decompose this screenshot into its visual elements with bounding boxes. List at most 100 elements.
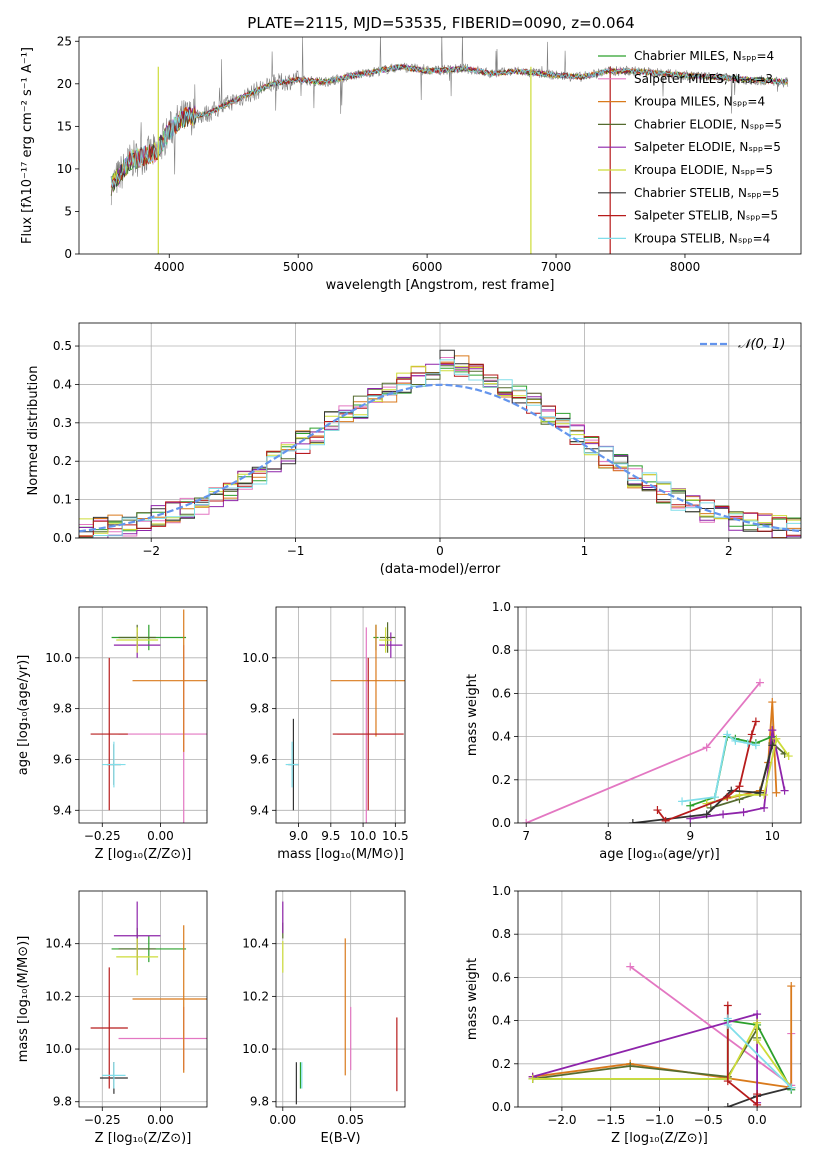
panel-5: 7 8 9 10 0.0 0.2 0.4 0.6 0.8 1.0 age [log₁₀(age/yr… (465, 600, 802, 862)
weight-marker (710, 793, 719, 802)
y-tick-label: 0.2 (492, 773, 511, 787)
legend-label: Chabrier ELODIE, Nₛₚₚ=5 (634, 117, 782, 131)
y-tick-label: 9.8 (250, 702, 269, 716)
x-tick-label: 0.00 (269, 1113, 296, 1127)
y-tick-label: 0.6 (492, 970, 511, 984)
weight-marker (751, 717, 760, 726)
errorbar-kroupa_miles (132, 609, 207, 752)
weight-series-salpeter_stelib (723, 1001, 762, 1107)
weight-marker (768, 741, 777, 750)
axes-frame (78, 606, 208, 824)
y-tick-label: 0.4 (492, 1014, 511, 1028)
weight-line (727, 1086, 792, 1107)
weight-marker (753, 1100, 762, 1107)
x-tick-label: −1.5 (596, 1113, 625, 1127)
axes-frame (78, 322, 802, 539)
weight-series-kroupa_elodie (528, 1018, 796, 1092)
y-axis-label: age [log₁₀(age/yr)] (16, 655, 31, 776)
x-tick-label: 5000 (283, 260, 314, 274)
errorbar-salpeter_stelib (90, 657, 128, 811)
weight-marker (653, 806, 662, 815)
weight-line (525, 682, 761, 823)
legend-label: Chabrier STELIB, Nₛₚₚ=5 (634, 186, 779, 200)
y-tick-label: 9.8 (53, 702, 72, 716)
plot-area (79, 891, 207, 1107)
weight-marker (753, 1036, 762, 1045)
y-tick-label: 10.0 (45, 651, 72, 665)
y-tick-label: 0.0 (492, 816, 511, 830)
y-tick-label: 10.4 (242, 937, 269, 951)
y-tick-label: 9.4 (53, 803, 72, 817)
y-tick-label: 20 (57, 77, 72, 91)
weight-line (532, 1022, 792, 1089)
y-tick-label: 0.6 (492, 686, 511, 700)
errorbar-salpeter_elodie (379, 632, 403, 658)
panel-1: 4000 5000 6000 7000 8000 0 5 10 15 20 25 wavelength… (20, 34, 802, 293)
weight-series-salpeter_miles (626, 962, 796, 1090)
x-tick-label: 0.0 (748, 1113, 767, 1127)
y-tick-label: 0.8 (492, 927, 511, 941)
plot-area (276, 607, 405, 823)
axes-frame (78, 890, 208, 1108)
y-axis-label: Flux [fλ10⁻¹⁷ erg cm⁻² s⁻¹ A⁻¹] (20, 47, 35, 244)
errorbar-salpeter_stelib (332, 657, 404, 811)
y-tick-label: 0.1 (53, 493, 72, 507)
x-tick-label: −2 (142, 544, 160, 558)
weight-marker (723, 1020, 732, 1029)
y-tick-label: 10.0 (242, 651, 269, 665)
legend-label: Salpeter MILES, Nₛₚₚ=3 (634, 72, 773, 86)
x-axis-label: wavelength [Angstrom, rest frame] (326, 278, 555, 293)
y-axis-label: Normed distribution (26, 366, 41, 496)
y-tick-label: 0.0 (53, 531, 72, 545)
x-tick-label: −0.25 (84, 1113, 121, 1127)
weight-marker (768, 698, 777, 707)
weight-series-kroupa_stelib (723, 1014, 796, 1092)
y-tick-label: 0.2 (53, 454, 72, 468)
x-axis-label: Z [log₁₀(Z/Z⊙)] (611, 1131, 708, 1146)
weight-marker (753, 1090, 762, 1099)
weight-marker (772, 734, 781, 743)
weight-line (690, 729, 786, 820)
y-axis-label: mass [log₁₀(M/M⊙)] (16, 936, 31, 1063)
y-tick-label: 9.8 (53, 1095, 72, 1109)
weight-marker (661, 816, 670, 823)
weight-series-kroupa_stelib (678, 730, 760, 806)
plot-area (518, 607, 801, 823)
plot-area (79, 607, 207, 823)
y-tick-label: 9.6 (250, 752, 269, 766)
weight-series-salpeter_elodie (686, 726, 789, 823)
x-axis-label: age [log₁₀(age/yr)] (599, 847, 720, 862)
y-tick-label: 9.4 (250, 803, 269, 817)
weight-marker (628, 819, 637, 823)
x-axis-label: Z [log₁₀(Z/Z⊙)] (95, 1131, 192, 1146)
weight-marker (522, 819, 531, 823)
plot-area (110, 37, 789, 254)
x-tick-label: −0.5 (694, 1113, 723, 1127)
x-tick-label: 0.00 (147, 1113, 174, 1127)
weight-marker (626, 962, 635, 971)
y-axis-label: mass weight (465, 958, 480, 1040)
y-tick-label: 15 (57, 119, 72, 133)
weight-marker (686, 801, 695, 810)
x-tick-label: 9.5 (321, 829, 340, 843)
x-axis-label: E(B-V) (320, 1131, 360, 1146)
y-axis-label: mass weight (465, 674, 480, 756)
weight-marker (719, 810, 728, 819)
weight-marker (755, 788, 764, 797)
panel-6: −0.25 0.00 9.8 10.0 10.2 10.4 Z [log₁₀(Z/Z⊙)] m… (16, 890, 208, 1146)
y-tick-label: 0.5 (53, 339, 72, 353)
plot-area (79, 323, 801, 538)
y-tick-label: 10.4 (45, 937, 72, 951)
weight-marker (787, 1083, 796, 1092)
weight-marker (751, 741, 760, 750)
weight-series-kroupa_miles (528, 982, 796, 1092)
model-spectrum-kroupa_stelib (110, 63, 788, 187)
weight-marker (735, 782, 744, 791)
panel-2: −2 −1 0 1 2 0.0 0.1 0.2 0.3 0.4 0.5 (data-model)/er… (26, 322, 802, 577)
y-tick-label: 9.8 (250, 1095, 269, 1109)
errorbar-salpeter_stelib (90, 967, 128, 1089)
weight-series-chabrier_elodie (528, 1025, 762, 1083)
x-tick-label: 0 (436, 544, 444, 558)
x-axis-label: mass [log₁₀(M/M⊙)] (277, 847, 404, 862)
errorbar-kroupa_stelib (285, 741, 299, 788)
